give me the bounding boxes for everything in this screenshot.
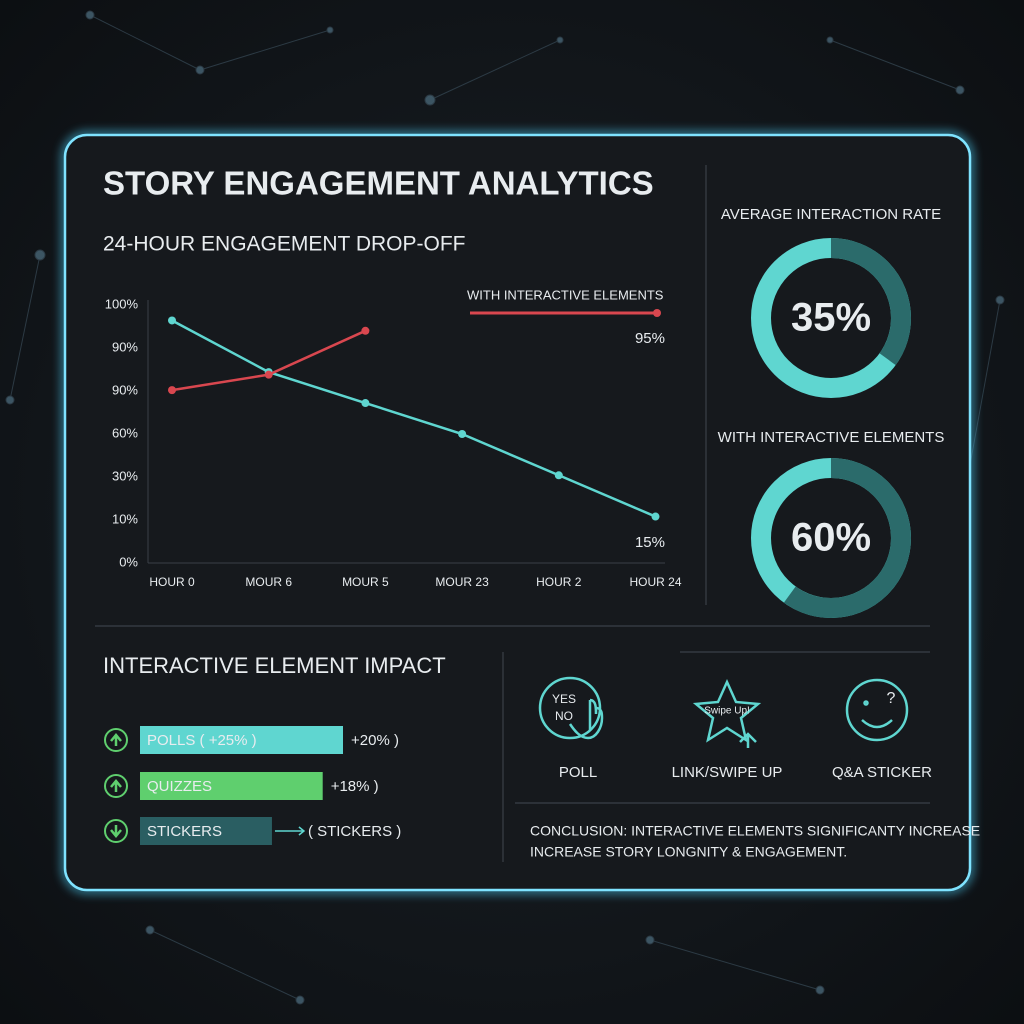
icon-text: Swipe Up!	[704, 706, 750, 717]
donut-arc	[751, 238, 911, 398]
x-tick-label: HOUR 0	[149, 575, 195, 589]
icons	[538, 676, 909, 748]
conclusion: CONCLUSION: INTERACTIVE ELEMENTS SIGNIFI…	[530, 823, 980, 839]
point	[168, 316, 176, 325]
point	[458, 430, 467, 438]
legend-label: WITH INTERACTIVE ELEMENTS	[467, 287, 664, 302]
donut-arc	[751, 458, 911, 618]
bar-label: QUIZZES	[147, 778, 212, 795]
bar-chart-title: INTERACTIVE ELEMENT IMPACT	[103, 653, 446, 678]
point	[361, 399, 370, 408]
x-tick-label: MOUR 23	[435, 575, 489, 589]
donut-title: WITH INTERACTIVE ELEMENTS	[718, 429, 945, 446]
conclusion: INCREASE STORY LONGNITY & ENGAGEMENT.	[530, 844, 847, 860]
bar	[140, 726, 343, 754]
point	[651, 512, 660, 521]
icon-label: POLL	[559, 764, 597, 781]
x-tick-label: MOUR 5	[342, 575, 389, 589]
dividers	[95, 165, 930, 862]
bar	[140, 772, 323, 800]
direction-icon	[104, 774, 128, 798]
value-label: +20% )	[351, 732, 399, 749]
donut-title: AVERAGE INTERACTION RATE	[721, 206, 941, 223]
point	[361, 326, 370, 335]
bar-label: POLLS ( +25% )	[147, 732, 257, 749]
direction-icon	[104, 819, 128, 843]
y-tick-label: 100%	[105, 296, 139, 311]
icon-label: Q&A STICKER	[832, 764, 932, 781]
bar	[140, 817, 272, 845]
direction-arrow	[110, 825, 122, 838]
y-tick-label: 90%	[112, 339, 138, 354]
direction-icon	[104, 728, 128, 752]
x-tick-label: MOUR 6	[245, 575, 292, 589]
annotation: ( STICKERS )	[308, 823, 401, 840]
panel	[63, 133, 972, 892]
bar-label: STICKERS	[147, 823, 222, 840]
dashboard-title: STORY ENGAGEMENT ANALYTICS	[103, 165, 654, 202]
icon-text: NO	[555, 709, 573, 723]
x-tick-label: HOUR 2	[536, 575, 582, 589]
direction-arrow	[110, 779, 122, 792]
icon-text: YES	[552, 692, 576, 706]
y-tick-label: 60%	[112, 425, 138, 440]
point	[264, 370, 273, 379]
x-tick-label: HOUR 24	[629, 575, 681, 589]
line-chart-title: 24-HOUR ENGAGEMENT DROP-OFF	[103, 233, 465, 256]
annotation: 95%	[635, 330, 665, 347]
direction-arrow	[110, 733, 122, 746]
network-decoration	[5, 10, 1005, 1005]
annotation: 15%	[635, 534, 665, 551]
icon-label: LINK/SWIPE UP	[672, 764, 783, 781]
y-tick-label: 10%	[112, 511, 138, 526]
point	[554, 471, 563, 480]
donut-value: 35%	[791, 296, 871, 340]
value-label: +18% )	[331, 778, 379, 795]
icon-text: ?	[887, 690, 896, 707]
y-tick-label: 0%	[119, 554, 138, 569]
legend-dot	[653, 309, 661, 317]
donut-value: 60%	[791, 516, 871, 560]
point	[168, 386, 176, 395]
line-series	[171, 319, 656, 518]
y-tick-label: 90%	[112, 382, 138, 397]
y-tick-label: 30%	[112, 468, 138, 483]
arrow	[274, 826, 306, 836]
